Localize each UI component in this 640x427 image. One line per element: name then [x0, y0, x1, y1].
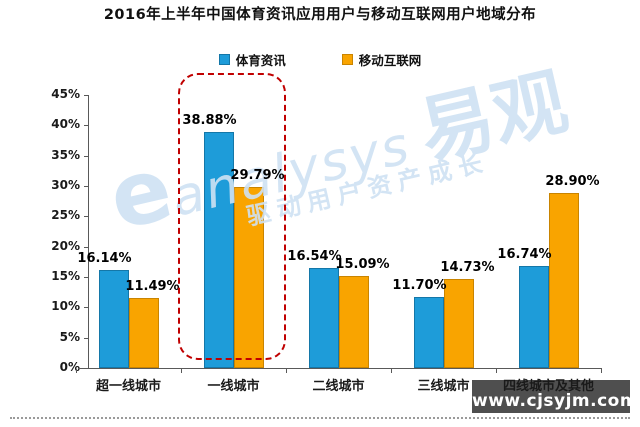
- bar-series1-cat2: [203, 132, 234, 368]
- value-label-series1-cat3: 16.54%: [287, 248, 342, 264]
- value-label-series2-cat2: 29.79%: [230, 168, 285, 184]
- bar-series1-cat4: [413, 297, 444, 368]
- y-axis-tick: [84, 277, 88, 278]
- value-label-series2-cat3: 15.09%: [335, 257, 390, 273]
- x-axis-tick: [76, 369, 77, 373]
- x-axis-tick: [496, 369, 497, 373]
- legend-label: 移动互联网: [358, 53, 422, 68]
- y-axis-label: 0%: [59, 360, 80, 374]
- x-axis-tick: [601, 369, 602, 373]
- legend-swatch-icon: [218, 54, 230, 65]
- value-label-series1-cat1: 16.14%: [77, 251, 132, 267]
- x-axis-tick: [286, 369, 287, 373]
- y-axis-tick: [84, 155, 88, 157]
- value-label-series1-cat4: 11.70%: [392, 278, 447, 294]
- x-label-cat3: 二线城市: [312, 379, 365, 394]
- bar-series2-cat2: [233, 187, 264, 368]
- y-axis-label: 5%: [59, 329, 80, 344]
- bar-series2-cat5: [548, 192, 579, 368]
- chart-title: 2016年上半年中国体育资讯应用用户与移动互联网用户地域分布: [103, 7, 537, 23]
- y-axis-label: 45%: [51, 87, 80, 101]
- y-axis-label: 20%: [51, 238, 80, 253]
- bar-series2-cat4: [443, 278, 474, 368]
- site-url: www.cjsyjm.com: [472, 391, 639, 411]
- y-axis-tick: [84, 186, 88, 187]
- x-axis-tick: [391, 369, 392, 373]
- legend-label: 体育资讯: [235, 53, 286, 68]
- bar-series2-cat3: [338, 276, 369, 368]
- bar-series1-cat3: [308, 267, 339, 368]
- value-label-series2-cat5: 28.90%: [545, 173, 600, 189]
- y-axis-tick: [84, 95, 88, 96]
- value-label-series1-cat5: 16.74%: [497, 247, 552, 263]
- y-axis-label: 15%: [51, 269, 80, 283]
- y-axis-line: [88, 95, 89, 368]
- x-label-cat4: 三线城市: [417, 379, 470, 394]
- y-axis-tick: [84, 337, 88, 339]
- y-axis-tick: [84, 216, 88, 218]
- y-axis-label: 10%: [51, 299, 80, 314]
- highlight-box: [177, 73, 286, 360]
- legend-swatch-icon: [341, 54, 353, 65]
- y-axis-tick: [84, 246, 88, 248]
- bottom-divider: [10, 417, 630, 419]
- x-axis-line: [78, 368, 602, 369]
- value-label-series1-cat2: 38.88%: [182, 113, 237, 129]
- y-axis-label: 25%: [51, 208, 80, 223]
- site-banner: www.cjsyjm.com: [472, 380, 639, 413]
- y-axis-label: 40%: [51, 117, 80, 132]
- y-axis-label: 30%: [51, 178, 80, 192]
- legend: 体育资讯 移动互联网: [0, 50, 640, 69]
- y-axis-label: 35%: [51, 147, 80, 162]
- legend-item-series1: 体育资讯: [218, 50, 286, 69]
- y-axis-tick: [84, 125, 88, 127]
- value-label-series2-cat1: 11.49%: [125, 279, 180, 295]
- x-axis-tick: [181, 369, 182, 373]
- legend-item-series2: 移动互联网: [341, 50, 422, 69]
- x-label-cat2: 一线城市: [207, 379, 260, 394]
- value-label-series2-cat4: 14.73%: [440, 259, 495, 275]
- x-label-cat1: 超一线城市: [95, 379, 161, 394]
- bar-series1-cat1: [98, 270, 129, 368]
- bar-series2-cat1: [128, 298, 159, 368]
- x-label-cat5: 四线城市及其他: [502, 379, 594, 394]
- bar-series1-cat5: [518, 266, 549, 368]
- y-axis-tick: [84, 307, 88, 309]
